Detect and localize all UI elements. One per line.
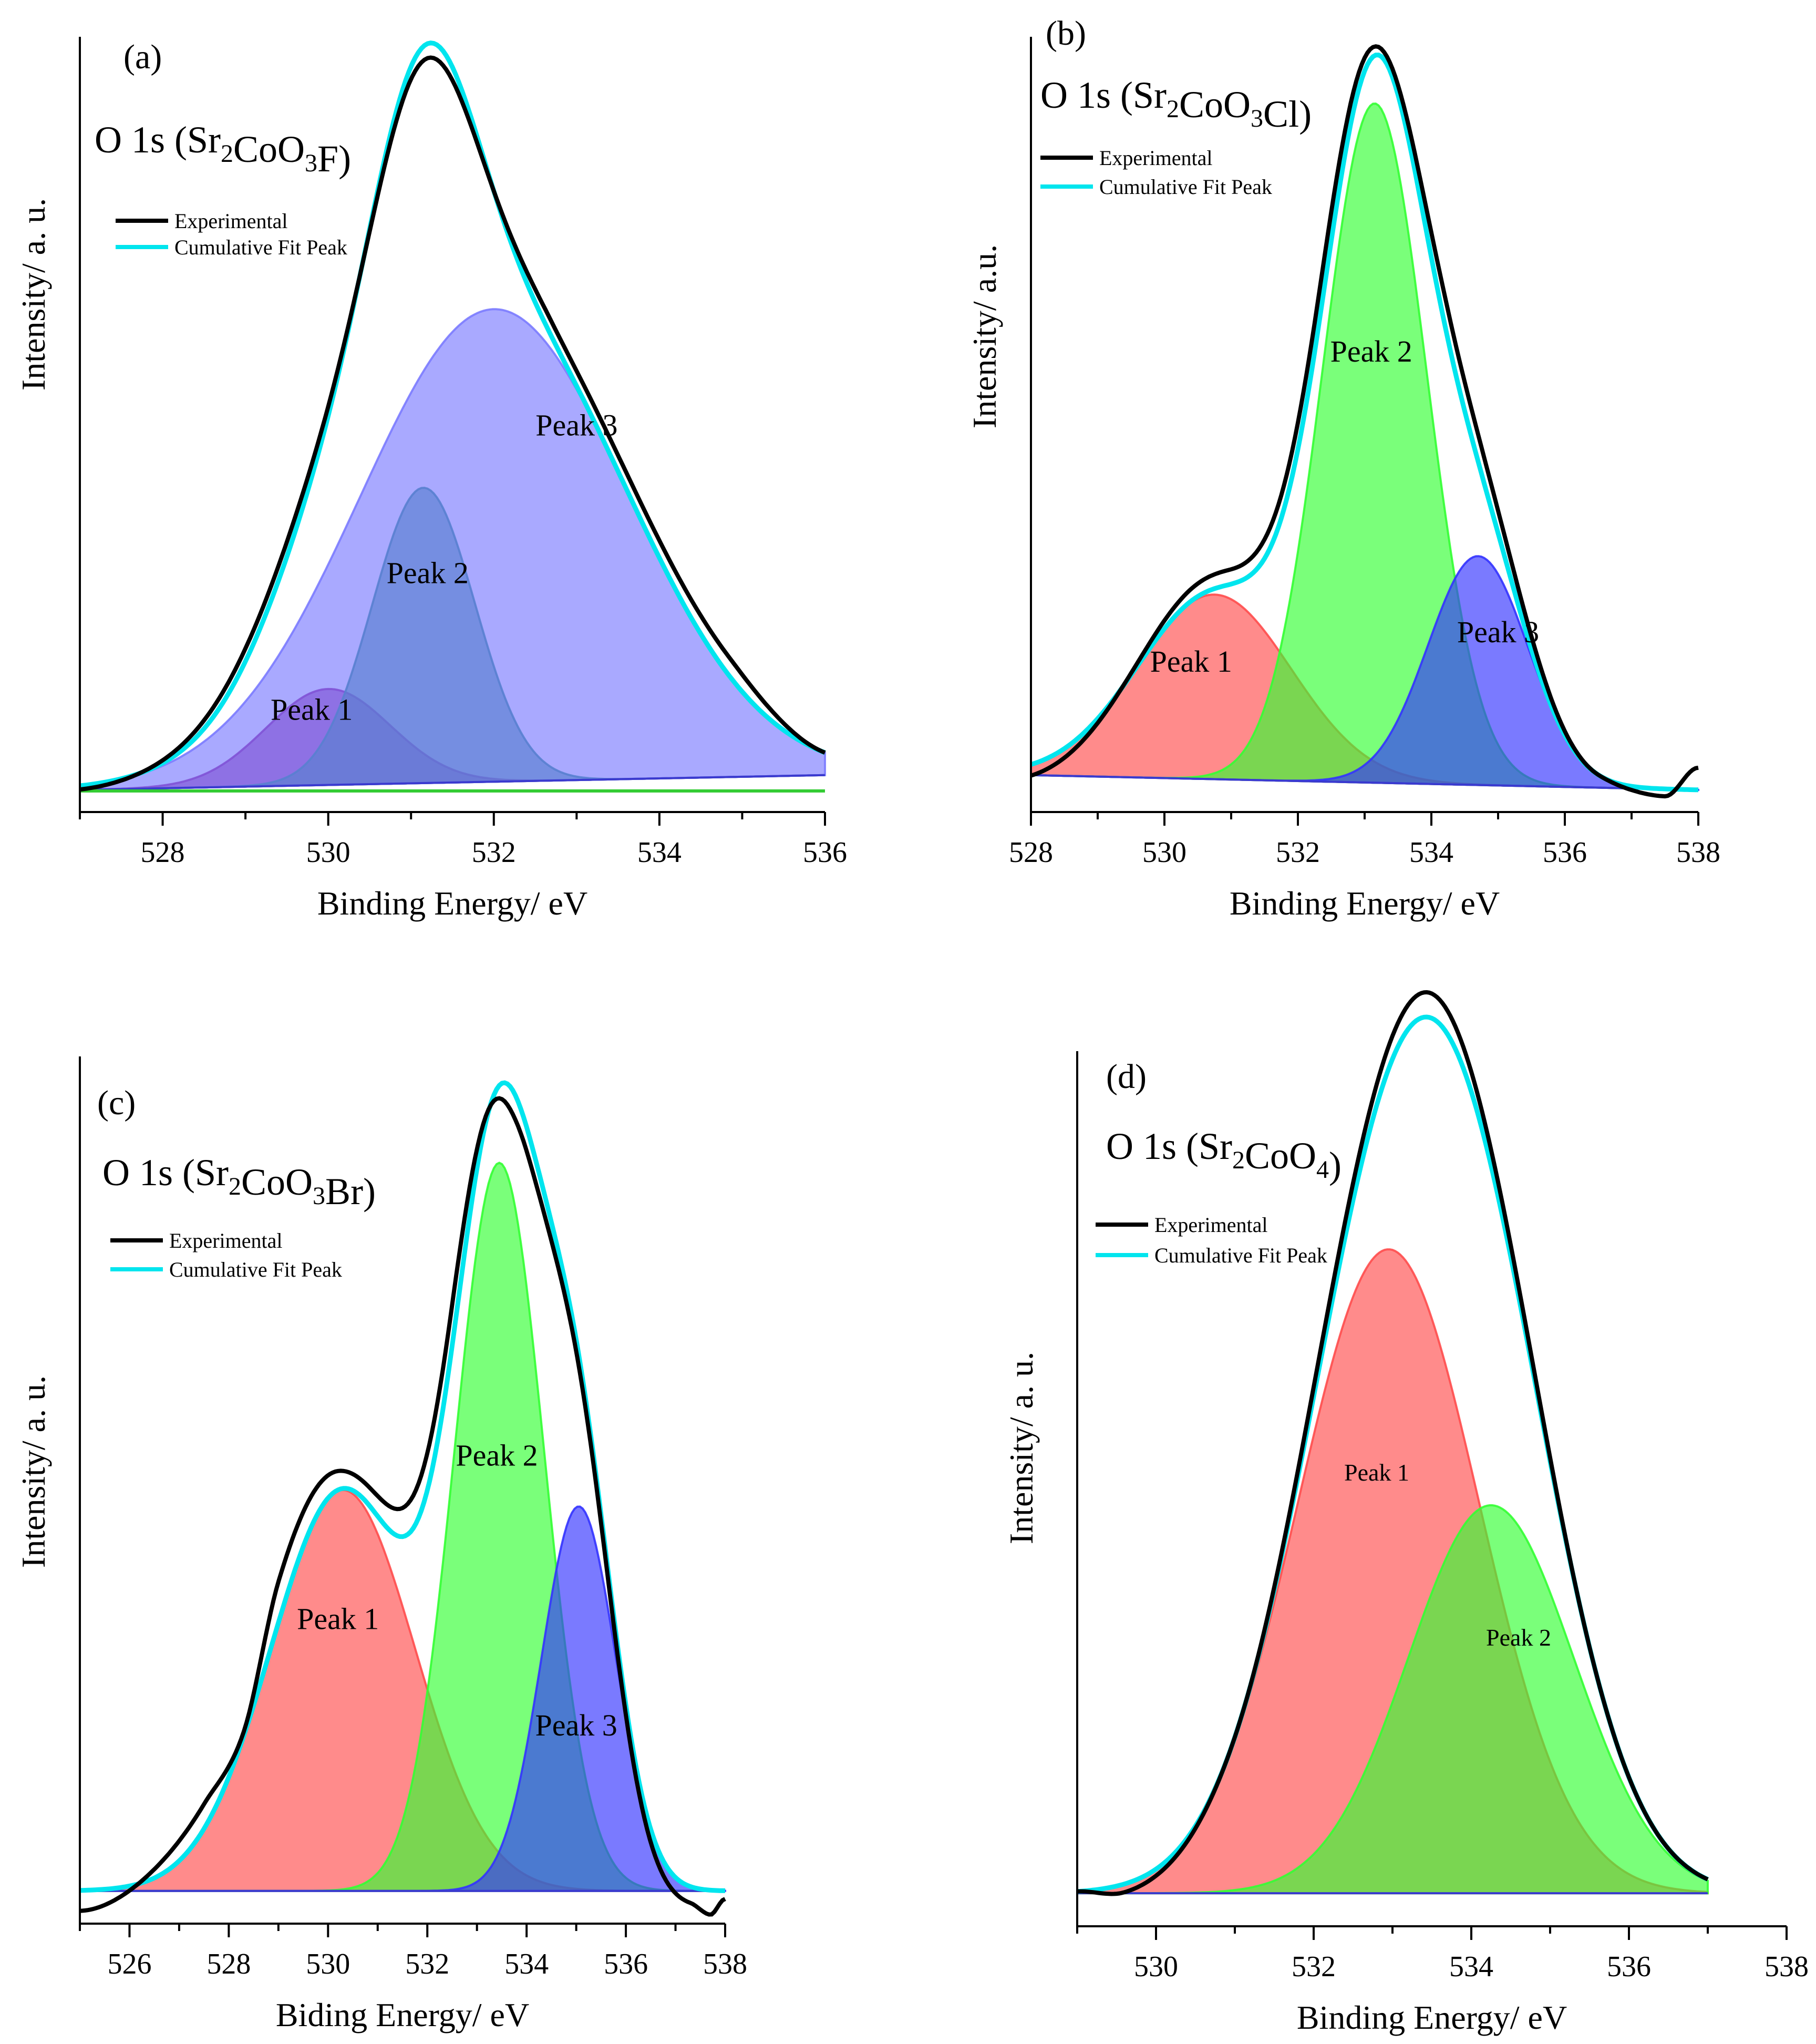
x-axis-label: Biding Energy/ eV bbox=[276, 1996, 529, 2033]
chart-title-part: CoO bbox=[1245, 1135, 1316, 1177]
chart-title: O 1s (Sr2CoO4) bbox=[1106, 1125, 1342, 1186]
chart-title-part: Br) bbox=[325, 1170, 376, 1213]
x-tick-label: 538 bbox=[1676, 836, 1720, 869]
peak-label-2: Peak 2 bbox=[1486, 1624, 1551, 1651]
peak-label-2: Peak 2 bbox=[387, 556, 469, 590]
y-axis-label: Intensity/ a. u. bbox=[15, 198, 52, 391]
chart-panel-1: 528 530 532 534 536 538 Binding Energy/ eV Inte… bbox=[966, 14, 1720, 922]
legend-label: Cumulative Fit Peak bbox=[169, 1258, 342, 1281]
x-tick-label: 536 bbox=[1607, 1950, 1651, 1983]
x-tick-label: 530 bbox=[1134, 1950, 1178, 1983]
peak-label-1: Peak 1 bbox=[297, 1602, 379, 1636]
x-tick-label: 528 bbox=[1009, 836, 1053, 869]
panel-label: (d) bbox=[1106, 1057, 1147, 1096]
x-axis-label: Binding Energy/ eV bbox=[317, 885, 587, 922]
chart-title-part: O 1s (Sr bbox=[1106, 1125, 1232, 1167]
chart-panel-2: 526 528 530 532 534 536 538 Biding Energy/ eV In… bbox=[15, 1056, 747, 2033]
peak-label-3: Peak 3 bbox=[1457, 615, 1539, 649]
peak-label-2: Peak 2 bbox=[1330, 334, 1412, 368]
x-tick-label: 534 bbox=[504, 1948, 549, 1980]
chart-panel-3: 530 532 534 536 538 Binding Energy/ eV Intensi… bbox=[1003, 990, 1809, 2036]
chart-title-part: O 1s (Sr bbox=[1040, 74, 1167, 116]
x-tick-label: 530 bbox=[1142, 836, 1186, 869]
experimental-curve bbox=[79, 1096, 726, 1917]
legend-label: Experimental bbox=[174, 209, 287, 233]
chart-title-part: 2 bbox=[229, 1173, 241, 1200]
experimental-curve bbox=[79, 55, 826, 792]
legend-label: Cumulative Fit Peak bbox=[174, 235, 347, 259]
peak-label-1: Peak 1 bbox=[271, 692, 353, 726]
baseline-line bbox=[79, 774, 826, 791]
experimental-curve bbox=[1077, 990, 1709, 1896]
chart-title-part: 3 bbox=[305, 149, 317, 177]
chart-title-part: 2 bbox=[221, 140, 233, 168]
x-tick-label: 532 bbox=[472, 836, 516, 869]
panel-label: (a) bbox=[123, 38, 162, 76]
baseline-line bbox=[1030, 774, 1699, 791]
peak-label-3: Peak 3 bbox=[535, 1708, 617, 1742]
panel-label: (b) bbox=[1046, 14, 1086, 53]
legend-label: Experimental bbox=[1099, 146, 1212, 170]
x-tick-label: 532 bbox=[1292, 1950, 1336, 1983]
chart-title: O 1s (Sr2CoO3F) bbox=[95, 119, 351, 180]
chart-title-part: CoO bbox=[233, 128, 305, 170]
y-axis-label: Intensity/ a.u. bbox=[966, 244, 1003, 428]
legend-label: Experimental bbox=[1154, 1213, 1267, 1237]
x-tick-label: 532 bbox=[405, 1948, 449, 1980]
chart-title-part: 2 bbox=[1167, 95, 1179, 123]
chart-title: O 1s (Sr2CoO3Br) bbox=[102, 1152, 376, 1213]
chart-panel-0: 528 530 532 534 536 Binding Energy/ eV Intensi… bbox=[15, 37, 847, 922]
chart-title-part: O 1s (Sr bbox=[95, 119, 221, 161]
chart-title-part: Cl) bbox=[1263, 93, 1312, 135]
peak-area-3 bbox=[79, 308, 826, 791]
x-axis-label: Binding Energy/ eV bbox=[1230, 885, 1500, 922]
x-tick-label: 530 bbox=[306, 836, 350, 869]
peak-label-1: Peak 1 bbox=[1344, 1459, 1409, 1486]
legend-label: Cumulative Fit Peak bbox=[1099, 175, 1272, 199]
peak-label-3: Peak 3 bbox=[535, 408, 617, 443]
x-tick-label: 538 bbox=[703, 1948, 747, 1980]
x-tick-label: 538 bbox=[1765, 1950, 1809, 1983]
chart-title: O 1s (Sr2CoO3Cl) bbox=[1040, 74, 1312, 135]
peak-label-2: Peak 2 bbox=[456, 1438, 538, 1472]
x-tick-label: 530 bbox=[306, 1948, 350, 1980]
chart-title-part: 3 bbox=[313, 1182, 325, 1210]
experimental-curve bbox=[1030, 44, 1699, 799]
y-axis-label: Intensity/ a. u. bbox=[15, 1375, 52, 1568]
x-tick-label: 526 bbox=[107, 1948, 151, 1980]
fit-curve bbox=[79, 40, 826, 788]
x-axis-label: Binding Energy/ eV bbox=[1297, 1999, 1567, 2036]
legend-label: Cumulative Fit Peak bbox=[1154, 1244, 1327, 1267]
chart-title-part: 3 bbox=[1251, 105, 1263, 132]
panel-label: (c) bbox=[97, 1084, 136, 1122]
x-tick-label: 536 bbox=[1543, 836, 1587, 869]
chart-title-part: O 1s (Sr bbox=[102, 1152, 229, 1194]
x-tick-label: 534 bbox=[1449, 1950, 1493, 1983]
chart-title-part: 2 bbox=[1232, 1146, 1245, 1174]
x-tick-label: 532 bbox=[1276, 836, 1320, 869]
x-tick-label: 536 bbox=[803, 836, 847, 869]
chart-title-part: ) bbox=[1329, 1144, 1342, 1186]
peak-label-1: Peak 1 bbox=[1150, 644, 1232, 679]
x-tick-label: 528 bbox=[141, 836, 185, 869]
x-tick-label: 534 bbox=[1409, 836, 1453, 869]
legend-label: Experimental bbox=[169, 1229, 282, 1252]
chart-title-part: F) bbox=[317, 138, 351, 180]
chart-title-part: CoO bbox=[241, 1161, 313, 1203]
x-tick-label: 536 bbox=[604, 1948, 648, 1980]
chart-title-part: CoO bbox=[1179, 84, 1251, 126]
x-tick-label: 528 bbox=[207, 1948, 251, 1980]
y-axis-label: Intensity/ a. u. bbox=[1003, 1352, 1040, 1544]
chart-title-part: 4 bbox=[1316, 1156, 1329, 1184]
x-tick-label: 534 bbox=[637, 836, 682, 869]
